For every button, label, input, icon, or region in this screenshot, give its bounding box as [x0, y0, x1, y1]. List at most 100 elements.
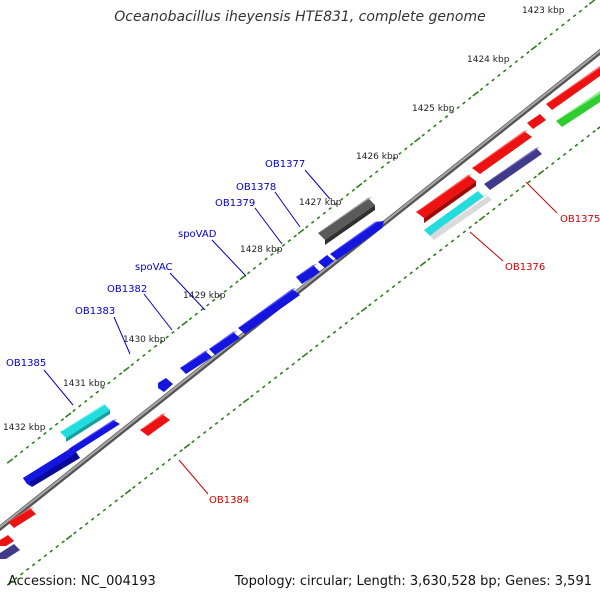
minor-tick — [200, 307, 204, 312]
minor-tick — [132, 485, 136, 489]
minor-tick — [188, 317, 193, 321]
minor-tick — [43, 431, 47, 436]
gene-feature[interactable] — [318, 255, 334, 268]
minor-tick — [309, 348, 313, 353]
minor-tick — [568, 148, 573, 152]
minor-tick — [374, 298, 378, 302]
gene-feature[interactable] — [325, 205, 375, 245]
minor-tick — [562, 152, 567, 156]
minor-tick — [96, 512, 101, 517]
minor-tick — [177, 326, 181, 330]
gene-feature[interactable] — [0, 535, 14, 546]
minor-tick — [515, 189, 520, 193]
gene-feature[interactable] — [140, 413, 166, 430]
gene-feature[interactable] — [0, 544, 20, 559]
gene-feature[interactable] — [556, 91, 600, 121]
minor-tick — [270, 252, 274, 257]
minor-tick — [31, 441, 35, 445]
gene-feature[interactable] — [8, 508, 36, 528]
gene-feature[interactable] — [472, 130, 528, 168]
gene-feature[interactable] — [238, 289, 300, 334]
minor-tick — [433, 124, 437, 128]
gene-label-ob1377[interactable]: OB1377 — [265, 159, 305, 170]
gene-feature[interactable] — [60, 403, 108, 432]
gene-label-ob1375[interactable]: OB1375 — [560, 214, 600, 225]
gene-feature[interactable] — [70, 419, 117, 448]
minor-tick — [20, 572, 24, 576]
gene-feature[interactable] — [296, 265, 320, 284]
gene-feature[interactable] — [28, 452, 80, 487]
gene-feature[interactable] — [330, 221, 384, 260]
gene-feature[interactable] — [209, 332, 240, 355]
gene-feature[interactable] — [318, 197, 372, 233]
minor-tick — [173, 453, 177, 457]
minor-tick — [492, 207, 496, 211]
minor-tick — [514, 60, 519, 64]
gene-feature[interactable] — [484, 148, 542, 190]
gene-feature[interactable] — [180, 351, 212, 374]
minor-tick — [54, 422, 59, 426]
gene-label-ob1376[interactable]: OB1376 — [505, 262, 545, 273]
gene-feature[interactable] — [424, 181, 476, 223]
gene-feature[interactable] — [8, 507, 34, 522]
minor-tick — [497, 202, 502, 207]
minor-tick — [155, 467, 160, 471]
minor-tick — [350, 316, 354, 321]
gene-label-ob1384[interactable]: OB1384 — [209, 495, 249, 506]
minor-tick — [456, 234, 461, 239]
minor-tick — [73, 531, 77, 535]
minor-tick — [485, 82, 489, 87]
gene-feature[interactable] — [180, 350, 209, 368]
gene-feature[interactable] — [546, 66, 600, 104]
major-tick — [64, 412, 72, 418]
minor-tick — [404, 147, 408, 151]
minor-tick — [84, 522, 89, 526]
minor-tick — [369, 174, 373, 179]
gene-feature[interactable] — [527, 114, 546, 129]
major-tick — [588, 0, 596, 5]
gene-label-ob1385[interactable]: OB1385 — [6, 358, 46, 369]
minor-tick — [217, 294, 222, 298]
gene-feature[interactable] — [472, 131, 532, 174]
gene-label-ob1383[interactable]: OB1383 — [75, 306, 115, 317]
minor-tick — [171, 330, 175, 335]
gene-feature[interactable] — [430, 196, 492, 240]
gene-feature[interactable] — [430, 193, 488, 236]
minor-tick — [79, 526, 83, 530]
gene-feature[interactable] — [140, 414, 170, 436]
minor-tick — [549, 32, 553, 36]
gene-feature[interactable] — [23, 450, 72, 484]
minor-tick — [567, 18, 571, 22]
gene-feature[interactable] — [330, 221, 379, 254]
minor-tick — [356, 312, 360, 316]
gene-label-spovad[interactable]: spoVAD — [178, 229, 217, 240]
minor-tick — [279, 371, 284, 375]
minor-tick — [194, 312, 198, 316]
gene-feature[interactable] — [416, 174, 472, 212]
minor-tick — [338, 326, 343, 330]
gene-feature[interactable] — [158, 378, 173, 392]
minor-tick — [310, 220, 315, 224]
scale-ticks-outer — [6, 0, 596, 464]
minor-tick — [572, 14, 577, 18]
minor-tick — [287, 239, 292, 243]
gene-feature[interactable] — [296, 264, 317, 277]
gene-feature[interactable] — [424, 191, 484, 236]
gene-feature[interactable] — [60, 404, 110, 438]
gene-feature[interactable] — [318, 198, 375, 240]
gene-label-ob1382[interactable]: OB1382 — [107, 284, 147, 295]
gene-label-ob1378[interactable]: OB1378 — [236, 182, 276, 193]
gene-feature[interactable] — [66, 410, 110, 442]
gene-label-spovac[interactable]: spoVAC — [135, 262, 173, 273]
gene-feature[interactable] — [416, 175, 476, 218]
minor-tick — [226, 412, 231, 416]
gene-feature[interactable] — [238, 288, 296, 328]
gene-label-ob1379[interactable]: OB1379 — [215, 198, 255, 209]
minor-tick — [267, 380, 272, 384]
minor-tick — [578, 9, 583, 13]
minor-tick — [285, 367, 290, 371]
gene-feature[interactable] — [484, 147, 540, 184]
gene-feature[interactable] — [68, 420, 120, 456]
minor-tick — [444, 115, 449, 119]
gene-feature[interactable] — [209, 331, 237, 349]
